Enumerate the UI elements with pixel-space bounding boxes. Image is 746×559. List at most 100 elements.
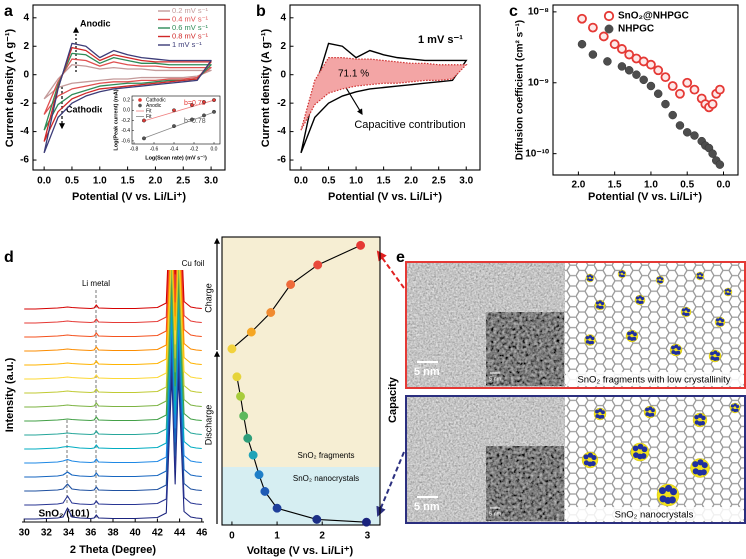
cluster-atom (595, 414, 600, 419)
nanocluster (680, 306, 692, 318)
data-point (603, 57, 612, 66)
x-tick-label: 2.0 (148, 176, 162, 187)
cluster-atom (735, 404, 740, 409)
x-tick-label: 0.0 (717, 180, 731, 191)
x-tick-label: 3.0 (204, 176, 218, 187)
nanocluster (581, 451, 599, 469)
data-point (690, 131, 699, 140)
y-tick-label: -0.2 (121, 118, 130, 124)
cluster-atom (677, 346, 681, 351)
cluster-atom (728, 289, 732, 293)
data-point (248, 450, 258, 460)
legend-label: 0.8 mV s⁻¹ (172, 31, 209, 40)
x-axis-label: Potential (V vs. Li/Li⁺) (72, 191, 186, 203)
cluster-atom (640, 296, 645, 301)
nanocluster (695, 271, 705, 281)
annotation: b=0.78 (184, 118, 206, 125)
data-point (239, 411, 249, 421)
xrd-trace (24, 270, 202, 366)
nanocluster (708, 349, 722, 363)
cluster-atom (583, 460, 589, 466)
annotation: Discharge (203, 405, 213, 446)
cluster-atom (713, 350, 718, 355)
xrd-trace (24, 331, 202, 478)
xrd-trace (24, 270, 202, 380)
xrd-trace (24, 303, 202, 450)
cluster-atom (590, 336, 595, 341)
cluster-atom (733, 403, 737, 407)
data-point (227, 344, 237, 354)
legend-label: Fit (146, 114, 152, 120)
data-point (653, 89, 663, 98)
y-tick-label: 0 (23, 69, 29, 80)
nanocluster (594, 299, 606, 311)
xrd-trace (24, 270, 202, 394)
plot-frame (552, 4, 739, 176)
cluster-atom (660, 280, 663, 284)
xrd-trace (24, 345, 202, 492)
cluster-atom (586, 278, 590, 281)
x-tick-label: -0.8 (130, 146, 139, 152)
link-arrow (376, 451, 405, 517)
legend-label: 1 mV s⁻¹ (172, 40, 202, 49)
x-tick-label: 2.5 (176, 176, 190, 187)
cluster-atom (716, 322, 720, 326)
cluster-atom (676, 350, 681, 355)
data-point (609, 39, 620, 50)
x-tick-label: 1.5 (377, 176, 391, 187)
cluster-atom (700, 273, 704, 277)
data-point (639, 75, 648, 85)
y-tick-label: 0.2 (123, 97, 130, 103)
annotation: Cathodic (66, 104, 105, 114)
cluster-atom (710, 356, 715, 361)
data-point (243, 433, 253, 443)
xrd-trace (24, 275, 202, 422)
data-point (715, 160, 725, 169)
inset-scale-bar-label: 5 nm (489, 376, 502, 382)
xrd-trace (24, 270, 202, 352)
x-tick-label: 1.0 (349, 176, 363, 187)
x-tick-label: 1.0 (93, 176, 107, 187)
data-point (286, 280, 296, 289)
nanocluster (643, 405, 657, 419)
cv-curve (300, 42, 468, 154)
cluster-atom (600, 414, 605, 419)
nanocluster (630, 442, 650, 462)
cluster-atom (601, 410, 605, 415)
x-tick-label: 0.5 (65, 176, 79, 187)
x-tick-label: -0.6 (150, 146, 159, 152)
nanocluster (690, 458, 710, 478)
data-point (313, 260, 323, 270)
x-tick-label: 0.0 (211, 146, 218, 152)
x-tick-label: 2.0 (571, 180, 585, 191)
panel-label: e (396, 249, 405, 266)
cluster-atom (590, 461, 596, 467)
nanocluster (714, 316, 726, 328)
xrd-trace (24, 289, 202, 436)
y-axis-label: Current density (A g⁻¹) (260, 28, 272, 147)
data-point (232, 372, 242, 382)
cluster-atom (696, 276, 700, 279)
cluster-atom (694, 414, 699, 420)
cluster-atom (728, 292, 731, 296)
data-point (172, 124, 176, 129)
cv-curve (43, 58, 212, 115)
cluster-atom (640, 453, 647, 459)
cluster-atom (587, 452, 593, 458)
cluster-atom (586, 275, 590, 278)
data-point (577, 39, 587, 49)
annotation: Anodic (80, 18, 111, 28)
chart: 0.0 0.5 1.0 1.5 2.0 2.5 3.0 -6 -4 -2 0 2 4 b Potential… (256, 3, 481, 203)
legend-label: 0.6 mV s⁻¹ (172, 23, 209, 32)
data-point (675, 121, 685, 130)
cluster-atom (618, 274, 622, 277)
cluster-atom (697, 459, 704, 466)
annotation: b=0.79 (184, 100, 206, 107)
cluster-atom (716, 352, 720, 357)
nanocluster (656, 483, 680, 507)
nanocluster (593, 407, 607, 421)
cluster-atom (637, 443, 644, 450)
y-tick-label: -6 (277, 155, 286, 166)
x-tick-label: 0.5 (680, 180, 694, 191)
plot-frame (289, 4, 481, 171)
